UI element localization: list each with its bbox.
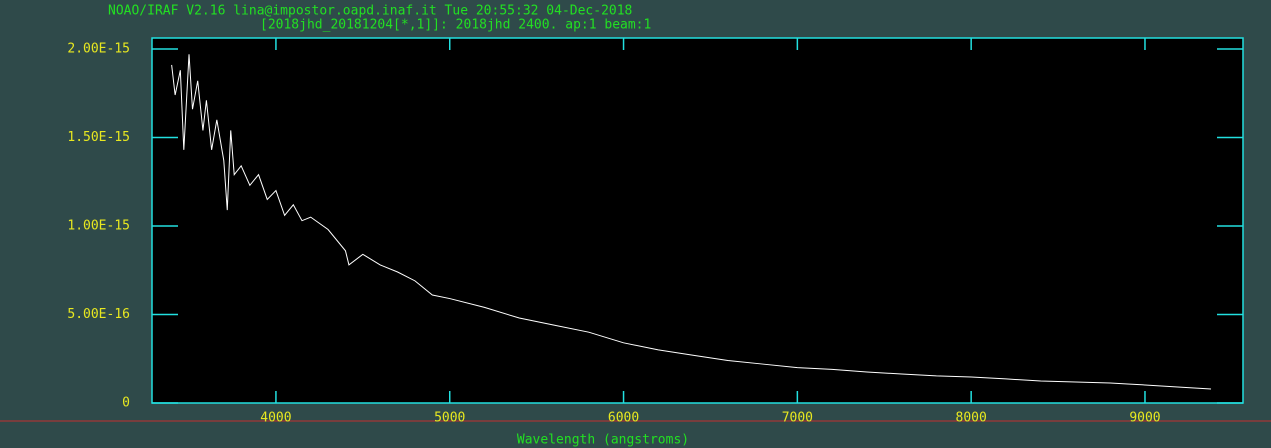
y-tick-label: 0 [122, 396, 130, 411]
y-tick-label: 2.00E-15 [67, 41, 130, 56]
chart-title: NOAO/IRAF V2.16 lina@impostor.oapd.inaf.… [108, 4, 632, 19]
x-tick-label: 8000 [956, 411, 987, 426]
plot-area [151, 37, 1244, 404]
x-tick-label: 9000 [1129, 411, 1160, 426]
x-tick-label: 6000 [608, 411, 639, 426]
chart-subtitle: [2018jhd_20181204[*,1]]: 2018jhd 2400. a… [260, 18, 651, 33]
x-tick-label: 4000 [260, 411, 291, 426]
x-tick-label: 5000 [434, 411, 465, 426]
y-tick-label: 1.00E-15 [67, 218, 130, 233]
x-tick-label: 7000 [782, 411, 813, 426]
spectrum-line [171, 54, 1212, 390]
y-tick-label: 5.00E-16 [67, 307, 130, 322]
y-tick-label: 1.50E-15 [67, 130, 130, 145]
x-axis-label: Wavelength (angstroms) [517, 433, 689, 448]
